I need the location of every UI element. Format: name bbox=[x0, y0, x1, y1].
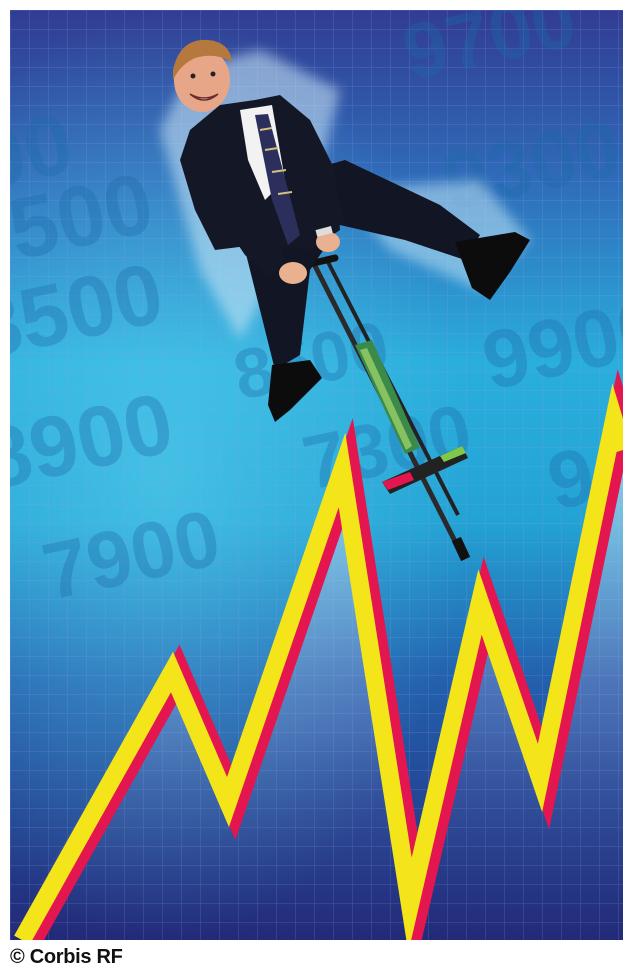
businessman-figure bbox=[173, 39, 530, 562]
photo-illustration: 9700 9300 9500 9900 8500 8900 7900 7300 … bbox=[10, 10, 623, 940]
pogo-stick bbox=[301, 254, 471, 562]
stock-chart-line bbox=[14, 369, 623, 940]
stock-photo: 9700 9300 9500 9900 8500 8900 7900 7300 … bbox=[10, 10, 623, 940]
photo-credit: © Corbis RF bbox=[10, 946, 123, 968]
chart-area-glow bbox=[10, 420, 623, 940]
